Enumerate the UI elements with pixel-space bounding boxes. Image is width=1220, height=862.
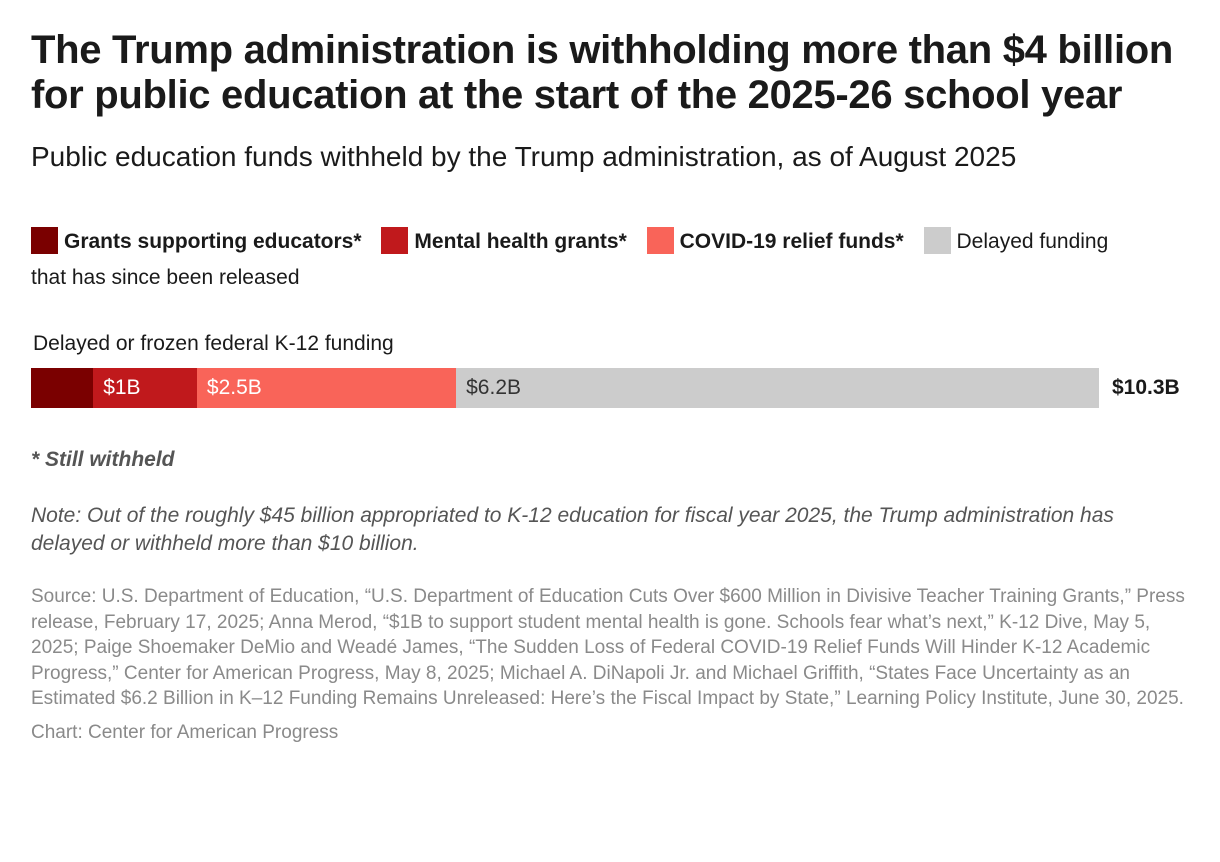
legend-item: Grants supporting educators*: [31, 227, 362, 254]
legend-label: Grants supporting educators*: [64, 230, 362, 253]
bar-segment: $2.5B: [196, 368, 457, 408]
chart-container: The Trump administration is withholding …: [31, 0, 1191, 744]
chart-title: The Trump administration is withholding …: [31, 28, 1174, 117]
bar-category-label: Delayed or frozen federal K-12 funding: [33, 332, 394, 355]
legend-swatch: [923, 227, 951, 254]
chart-subtitle: Public education funds withheld by the T…: [31, 141, 1017, 172]
bar-total-label: $10.3B: [1112, 376, 1180, 399]
note: Note: Out of the roughly $45 billion app…: [31, 504, 1114, 555]
bar-segment-label: $6.2B: [466, 376, 522, 399]
source: Source: U.S. Department of Education, “U…: [31, 586, 1185, 709]
footnote: * Still withheld: [31, 448, 175, 471]
bar-segment-label: $2.5B: [206, 376, 262, 399]
legend: Grants supporting educators* Mental heal…: [31, 224, 1141, 296]
legend-item: COVID-19 relief funds*: [646, 227, 904, 254]
stacked-bar: $6.2B $2.5B $1B $10.3B: [31, 368, 1191, 408]
bar-segment: $1B: [93, 368, 197, 408]
legend-label: COVID-19 relief funds*: [679, 230, 904, 253]
bar-segment: [31, 368, 94, 408]
legend-label: Mental health grants*: [414, 230, 627, 253]
legend-swatch: [381, 227, 409, 254]
legend-item: Delayed funding that has since been rele…: [31, 227, 1109, 289]
bar-segment: $6.2B: [456, 368, 1099, 408]
credit: Chart: Center for American Progress: [31, 721, 339, 743]
bar-segment-label: $1B: [103, 376, 141, 399]
legend-swatch: [31, 227, 58, 254]
legend-item: Mental health grants*: [381, 227, 627, 254]
legend-label: Delayed funding that has since been rele…: [31, 230, 1109, 289]
legend-swatch: [646, 227, 674, 254]
